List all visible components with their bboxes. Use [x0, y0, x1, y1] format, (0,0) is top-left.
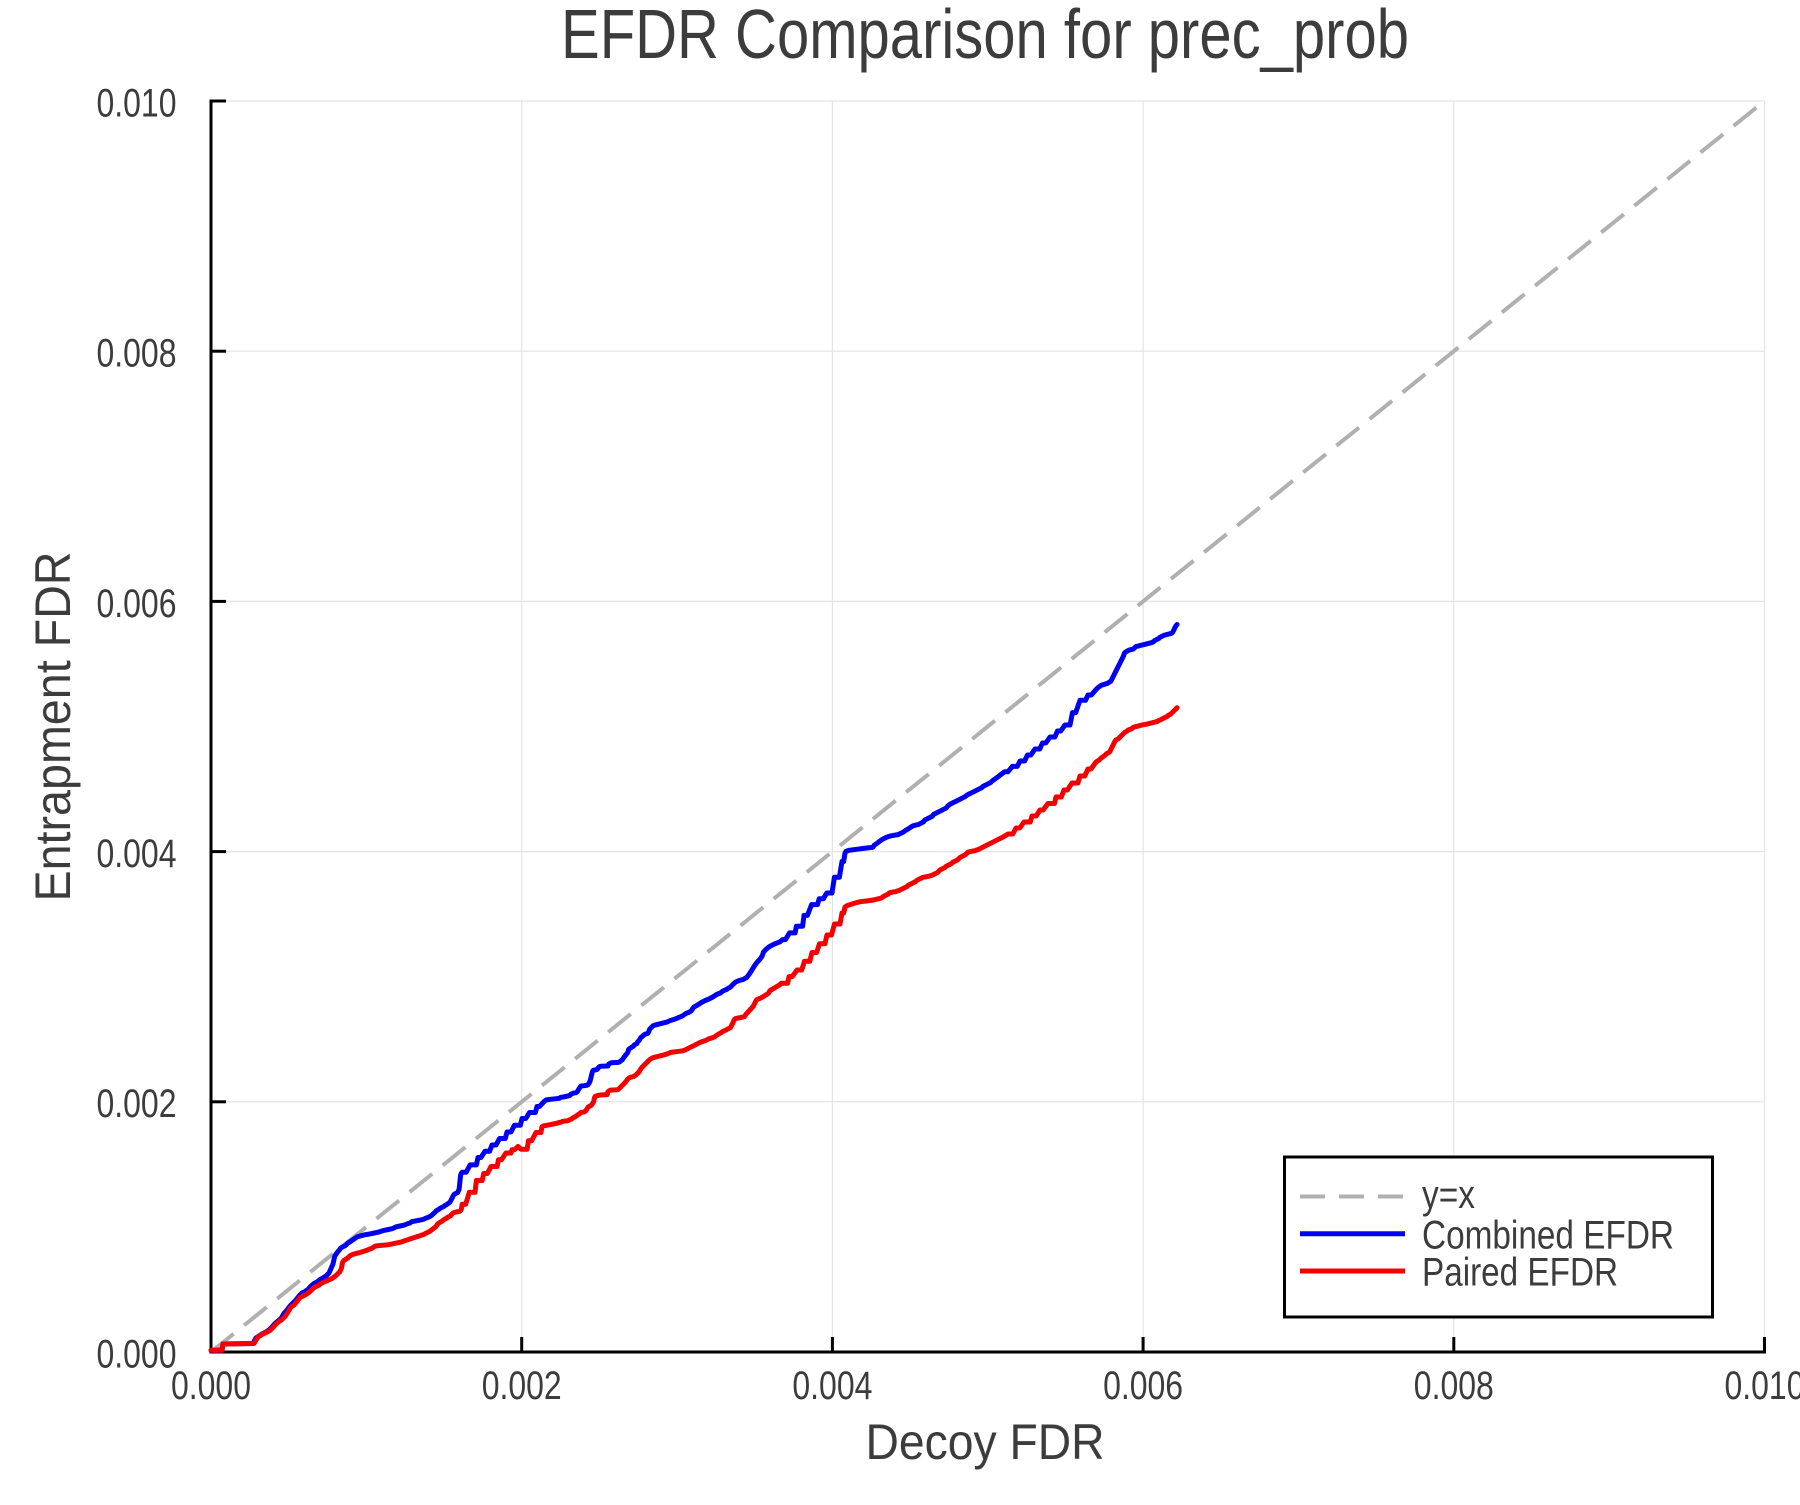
svg-text:0.004: 0.004	[97, 832, 177, 876]
svg-text:y=x: y=x	[1422, 1173, 1475, 1217]
svg-text:0.010: 0.010	[97, 81, 177, 125]
svg-text:Decoy FDR: Decoy FDR	[866, 1414, 1105, 1470]
svg-text:Paired EFDR: Paired EFDR	[1422, 1251, 1618, 1295]
svg-text:0.000: 0.000	[171, 1364, 251, 1408]
svg-text:0.008: 0.008	[1414, 1364, 1494, 1408]
svg-text:0.004: 0.004	[792, 1364, 872, 1408]
svg-text:0.002: 0.002	[482, 1364, 562, 1408]
svg-text:0.008: 0.008	[97, 332, 177, 376]
svg-text:0.002: 0.002	[97, 1082, 177, 1126]
svg-text:0.006: 0.006	[97, 582, 177, 626]
svg-text:Entrapment FDR: Entrapment FDR	[25, 552, 81, 902]
svg-text:EFDR Comparison for prec_prob: EFDR Comparison for prec_prob	[561, 0, 1409, 73]
svg-text:0.000: 0.000	[97, 1332, 177, 1376]
svg-text:0.010: 0.010	[1725, 1364, 1800, 1408]
svg-text:0.006: 0.006	[1103, 1364, 1183, 1408]
